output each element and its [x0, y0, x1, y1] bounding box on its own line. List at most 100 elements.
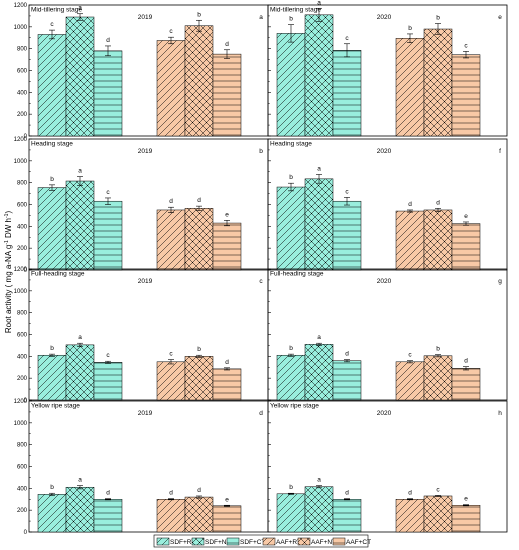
legend-label: SDF+CT [240, 539, 265, 546]
stage-label: Mid-tillering stage [270, 7, 321, 14]
y-tick-label: 1000 [14, 25, 28, 31]
bar-hatch [423, 495, 453, 533]
legend-label: SDF+NT [205, 539, 230, 546]
panel-e: Mid-tillering stage 2020 e b a c b b c [267, 0, 508, 137]
y-tick-label: 200 [17, 508, 28, 514]
significance-letter: d [225, 359, 229, 366]
legend-swatch-hatch [191, 537, 205, 546]
bar-hatch [65, 344, 95, 401]
significance-letter: d [345, 490, 349, 497]
bar-hatch [37, 494, 67, 533]
legend-swatch-hatch [332, 537, 346, 546]
bar-hatch [184, 25, 214, 137]
bar-hatch [332, 499, 362, 533]
bar-hatch [93, 200, 123, 271]
bar-hatch [451, 54, 481, 137]
bar-hatch [423, 28, 453, 137]
significance-letter: d [197, 197, 201, 204]
bar-hatch [212, 222, 242, 271]
legend-label: AAF+CT [346, 539, 371, 546]
panel-letter: g [498, 278, 502, 285]
bar-hatch [156, 209, 186, 271]
significance-letter: a [317, 334, 321, 341]
significance-letter: d [169, 198, 173, 205]
y-tick-label: 0 [24, 530, 28, 536]
y-tick-label: 200 [17, 376, 28, 382]
stage-label: Heading stage [270, 141, 312, 148]
bar-hatch [65, 16, 95, 137]
significance-letter: d [106, 490, 110, 497]
significance-letter: b [50, 176, 54, 183]
legend-swatch-hatch [297, 537, 311, 546]
y-tick-label: 0 [24, 134, 28, 140]
significance-letter: a [78, 334, 82, 341]
bar-hatch [37, 354, 67, 401]
significance-letter: b [50, 345, 54, 352]
bar-hatch [93, 499, 123, 533]
panel-letter: f [499, 148, 501, 155]
bar-hatch [93, 50, 123, 137]
significance-letter: d [225, 41, 229, 48]
panel-letter: a [259, 14, 263, 21]
bar-hatch [156, 361, 186, 401]
y-tick-label: 1000 [14, 421, 28, 427]
year-label: 2020 [377, 278, 392, 285]
significance-letter: e [464, 213, 468, 220]
significance-letter: a [317, 165, 321, 172]
y-tick-label: 800 [17, 181, 28, 187]
bar-hatch [332, 50, 362, 137]
legend-frame [153, 534, 369, 548]
significance-letter: d [345, 351, 349, 358]
y-tick-label: 800 [17, 443, 28, 449]
y-tick-label: 400 [17, 224, 28, 230]
bar-hatch [451, 505, 481, 533]
significance-letter: c [345, 35, 349, 42]
significance-letter: c [169, 28, 173, 35]
y-axis-label: Root activity ( mg a-NA g-1 DW h-1) [4, 211, 13, 334]
significance-letter: d [106, 37, 110, 44]
year-label: 2019 [138, 148, 153, 155]
bar-hatch [304, 178, 334, 271]
y-tick-label: 600 [17, 69, 28, 75]
significance-letter: e [464, 496, 468, 503]
significance-letter: b [197, 346, 201, 353]
stage-label: Full-heading stage [270, 271, 324, 278]
bar-hatch [212, 53, 242, 137]
panel-h: Yellow ripe stage 2020 h b a d d c e [267, 400, 508, 533]
significance-letter: c [106, 189, 110, 196]
bar-hatch [423, 209, 453, 271]
stage-label: Heading stage [31, 141, 73, 148]
y-tick-label: 800 [17, 311, 28, 317]
y-tick-label: 400 [17, 90, 28, 96]
significance-letter: c [106, 352, 110, 359]
bar-hatch [332, 360, 362, 401]
significance-letter: d [408, 201, 412, 208]
significance-letter: b [50, 484, 54, 491]
bar-hatch [395, 38, 425, 137]
significance-letter: b [436, 346, 440, 353]
bar-hatch [65, 180, 95, 271]
significance-letter: a [78, 5, 82, 12]
bar-hatch [395, 499, 425, 533]
bar-hatch [184, 496, 214, 533]
significance-letter: c [408, 352, 412, 359]
y-tick-label: 1200 [14, 399, 28, 405]
panel-letter: c [259, 278, 263, 285]
chart-panels: 0 200 400 600 800 1000 1200 Mid-tillering stage… [14, 0, 508, 536]
bar-hatch [395, 210, 425, 271]
bar-hatch [212, 368, 242, 401]
bar-hatch [332, 200, 362, 271]
y-tick-label: 1200 [14, 137, 28, 143]
bar-hatch [156, 499, 186, 533]
panel-letter: e [498, 14, 502, 21]
y-tick-label: 400 [17, 486, 28, 492]
year-label: 2020 [377, 14, 392, 21]
significance-letter: d [197, 487, 201, 494]
bar-hatch [304, 486, 334, 533]
bar-hatch [395, 361, 425, 401]
significance-letter: a [78, 168, 82, 175]
panel-letter: h [498, 410, 502, 417]
legend-swatch-hatch [226, 537, 240, 546]
